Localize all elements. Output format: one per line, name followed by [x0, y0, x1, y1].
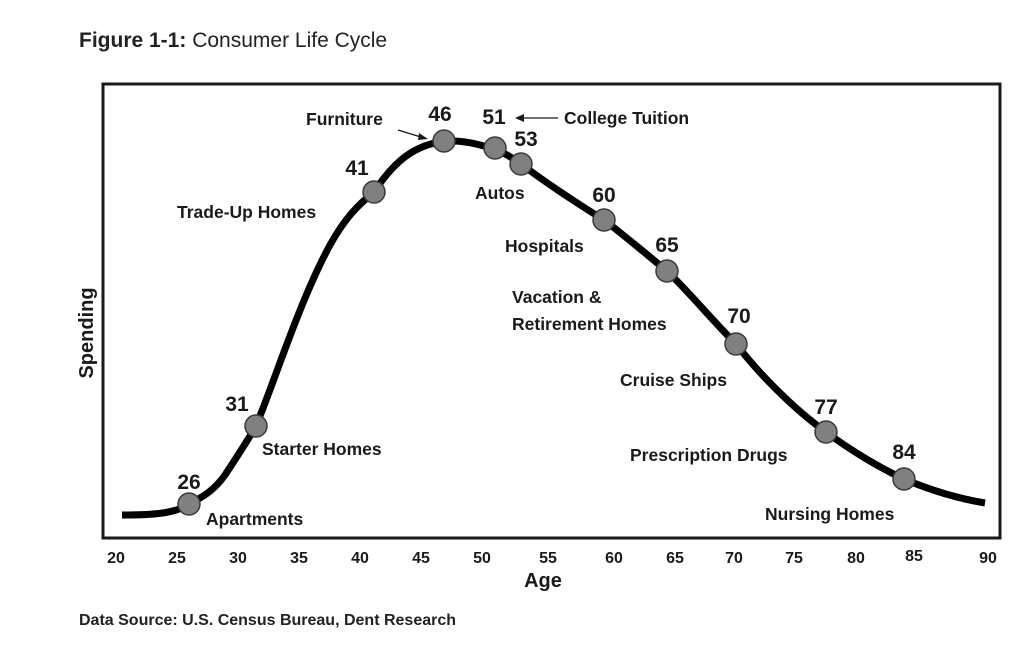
- x-tick-50: 50: [473, 550, 491, 567]
- marker-46: [432, 129, 456, 153]
- age-label-51: 51: [482, 106, 506, 129]
- x-tick-60: 60: [605, 550, 623, 567]
- label-vacation-line1: Vacation &: [512, 287, 602, 307]
- age-label-53: 53: [514, 128, 537, 151]
- label-vacation-line2: Retirement Homes: [512, 314, 667, 334]
- label-autos: Autos: [475, 183, 525, 203]
- x-tick-80: 80: [847, 550, 865, 567]
- age-label-41: 41: [345, 157, 369, 180]
- x-tick-45: 45: [412, 550, 430, 567]
- age-label-77: 77: [814, 396, 837, 419]
- x-axis-title: Age: [524, 570, 562, 592]
- x-axis-ticks: 20 25 30 35 40 45 50 55 60 65 70 75 80 8…: [107, 548, 997, 567]
- x-tick-65: 65: [666, 550, 684, 567]
- marker-51: [483, 136, 507, 160]
- y-axis-title: Spending: [76, 287, 98, 378]
- marker-84: [892, 467, 916, 491]
- label-nursing-homes: Nursing Homes: [765, 504, 895, 524]
- age-label-46: 46: [428, 103, 451, 126]
- data-source-note: Data Source: U.S. Census Bureau, Dent Re…: [79, 612, 457, 629]
- x-tick-25: 25: [168, 550, 186, 567]
- label-college-tuition: College Tuition: [564, 108, 689, 128]
- label-trade-up-homes: Trade-Up Homes: [177, 202, 316, 222]
- tuition-arrow: [515, 114, 558, 122]
- figure-title: Figure 1-1: Consumer Life Cycle: [79, 29, 387, 53]
- marker-65: [655, 259, 679, 283]
- plot-frame: [101, 82, 1002, 540]
- label-apartments: Apartments: [206, 509, 304, 529]
- age-label-70: 70: [727, 305, 750, 328]
- figure-title-prefix: Figure 1-1:: [79, 29, 187, 52]
- x-tick-40: 40: [351, 550, 369, 567]
- label-furniture: Furniture: [306, 109, 383, 129]
- age-label-84: 84: [892, 441, 916, 464]
- age-label-26: 26: [177, 471, 200, 494]
- age-label-60: 60: [592, 184, 615, 207]
- label-prescription-drugs: Prescription Drugs: [630, 445, 788, 465]
- x-tick-55: 55: [539, 550, 557, 567]
- age-label-65: 65: [655, 234, 679, 257]
- x-tick-20: 20: [107, 550, 125, 567]
- marker-77: [814, 420, 838, 444]
- marker-41: [362, 180, 386, 204]
- marker-26: [177, 492, 201, 516]
- marker-70: [724, 332, 748, 356]
- x-tick-70: 70: [725, 550, 743, 567]
- x-tick-30: 30: [229, 550, 247, 567]
- x-tick-35: 35: [290, 550, 308, 567]
- marker-31: [244, 414, 268, 438]
- label-starter-homes: Starter Homes: [262, 439, 382, 459]
- furniture-arrow: [397, 129, 428, 140]
- marker-53: [509, 152, 533, 176]
- x-tick-75: 75: [785, 550, 803, 567]
- marker-60: [592, 208, 616, 232]
- x-tick-85: 85: [905, 548, 923, 565]
- label-cruise-ships: Cruise Ships: [620, 370, 727, 390]
- age-markers: [177, 129, 916, 516]
- x-tick-90: 90: [979, 550, 997, 567]
- label-hospitals: Hospitals: [505, 236, 584, 256]
- age-label-31: 31: [225, 393, 249, 416]
- figure-title-text: Consumer Life Cycle: [186, 29, 388, 52]
